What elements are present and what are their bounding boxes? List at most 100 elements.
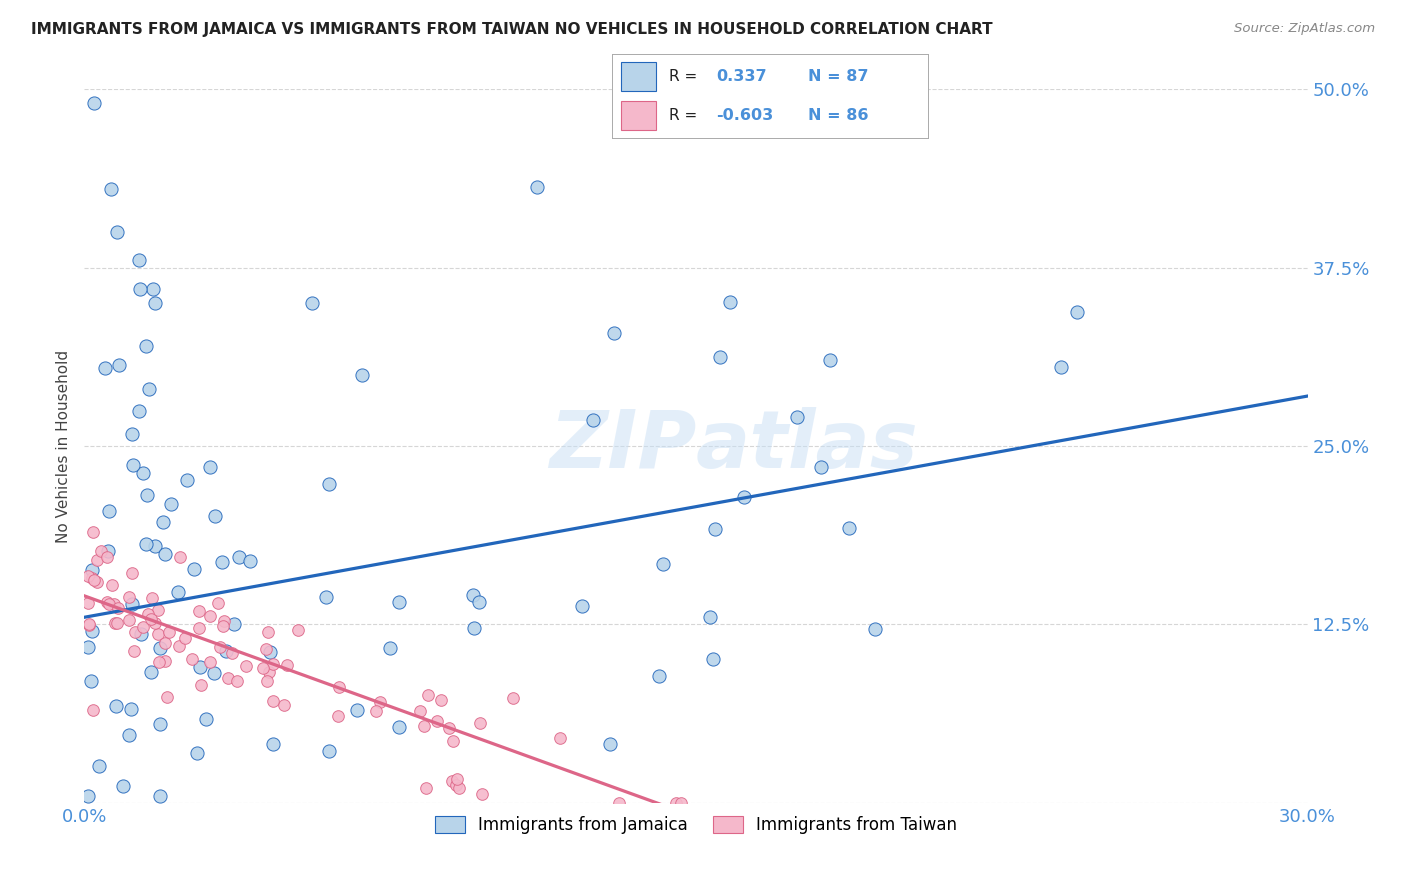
Point [548, 731, 571, 745]
Point [408, 704, 430, 718]
Point [208, 640, 231, 654]
Point [502, 691, 524, 706]
Point [439, 721, 461, 735]
Point [217, 671, 239, 685]
Point [226, 673, 249, 688]
Point [167, 639, 190, 653]
Point [153, 636, 176, 650]
Y-axis label: No Vehicles in Household: No Vehicles in Household [56, 350, 72, 542]
Point [136, 607, 159, 621]
Point [318, 476, 340, 491]
Point [139, 612, 162, 626]
Point [463, 588, 485, 602]
Text: N = 87: N = 87 [808, 69, 869, 84]
Point [810, 459, 832, 474]
FancyBboxPatch shape [621, 101, 655, 130]
Point [187, 604, 209, 618]
Point [80, 674, 103, 689]
Point [212, 614, 235, 628]
Point [149, 641, 172, 656]
Text: IMMIGRANTS FROM JAMAICA VS IMMIGRANTS FROM TAIWAN NO VEHICLES IN HOUSEHOLD CORRE: IMMIGRANTS FROM JAMAICA VS IMMIGRANTS FR… [31, 22, 993, 37]
Point [77, 789, 100, 803]
Point [648, 668, 671, 682]
Point [143, 296, 166, 310]
Point [83, 573, 105, 587]
FancyBboxPatch shape [621, 62, 655, 91]
Point [211, 619, 233, 633]
Text: atlas: atlas [696, 407, 918, 485]
Point [148, 603, 170, 617]
Point [132, 620, 155, 634]
Point [239, 554, 262, 568]
Point [105, 225, 128, 239]
Point [702, 652, 724, 666]
Point [222, 617, 245, 632]
Point [86, 553, 108, 567]
Point [121, 597, 143, 611]
Point [463, 621, 485, 635]
Point [111, 779, 134, 793]
Point [699, 609, 721, 624]
Point [135, 339, 157, 353]
Point [186, 746, 208, 760]
Point [122, 458, 145, 473]
Point [118, 590, 141, 604]
Point [86, 574, 108, 589]
Point [198, 655, 221, 669]
Point [215, 644, 238, 658]
Point [141, 591, 163, 606]
Point [318, 744, 340, 758]
Text: Source: ZipAtlas.com: Source: ZipAtlas.com [1234, 22, 1375, 36]
Text: ZIP: ZIP [548, 407, 696, 485]
Point [370, 695, 392, 709]
Point [446, 772, 468, 786]
Point [346, 703, 368, 717]
Point [602, 326, 624, 340]
Point [441, 734, 464, 748]
Point [444, 778, 467, 792]
Point [818, 353, 841, 368]
Point [90, 544, 112, 558]
Point [228, 549, 250, 564]
Point [83, 96, 105, 111]
Point [118, 728, 141, 742]
Point [97, 503, 120, 517]
Point [107, 601, 129, 615]
Point [709, 350, 731, 364]
Point [87, 759, 110, 773]
Point [413, 719, 436, 733]
Point [276, 658, 298, 673]
Point [139, 665, 162, 679]
Point [387, 720, 409, 734]
Point [146, 626, 169, 640]
Point [378, 641, 401, 656]
Point [426, 714, 449, 728]
Point [364, 704, 387, 718]
Point [315, 590, 337, 604]
Point [100, 182, 122, 196]
Point [571, 599, 593, 613]
Point [82, 563, 104, 577]
Point [207, 596, 229, 610]
Point [124, 625, 146, 640]
Point [169, 549, 191, 564]
Point [200, 459, 222, 474]
Point [211, 555, 233, 569]
Point [181, 652, 204, 666]
Point [157, 625, 180, 640]
Point [77, 618, 100, 632]
Point [838, 520, 860, 534]
Point [128, 253, 150, 268]
Point [103, 597, 125, 611]
Point [651, 557, 673, 571]
Text: R =: R = [669, 69, 697, 84]
Point [471, 787, 494, 801]
Point [467, 595, 489, 609]
Point [101, 577, 124, 591]
Point [387, 595, 409, 609]
Point [128, 404, 150, 418]
Point [183, 562, 205, 576]
Point [287, 623, 309, 637]
Point [77, 569, 100, 583]
Point [160, 497, 183, 511]
